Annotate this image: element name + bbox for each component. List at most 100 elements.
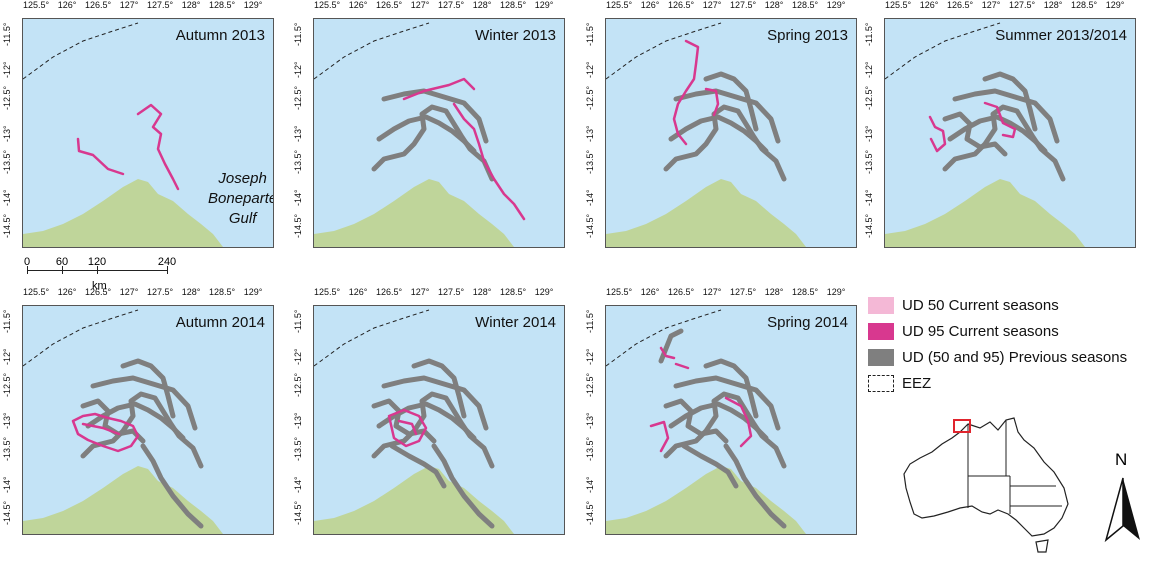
y-tick-label: -14.5° (585, 500, 595, 525)
x-tick-label: 125.5° (22, 287, 50, 297)
x-tick-label: 127° (981, 0, 1001, 10)
x-tick-label: 128° (1043, 0, 1063, 10)
y-tick-label: -12° (2, 61, 12, 78)
y-tick-label: -14° (293, 189, 303, 206)
gulf-label-line: Joseph (218, 170, 267, 187)
legend-label-ud95: UD 95 Current seasons (902, 322, 1059, 340)
x-tick-label: 126.5° (946, 0, 974, 10)
scale-unit: km (92, 280, 107, 292)
x-tick-label: 127.5° (729, 0, 757, 10)
legend-label-previous: UD (50 and 95) Previous seasons (902, 348, 1128, 366)
x-tick-label: 126.5° (375, 287, 403, 297)
x-tick-label: 126° (919, 0, 939, 10)
x-tick-label: 128.5° (499, 0, 527, 10)
legend-item-ud95: UD 95 Current seasons (868, 318, 1157, 344)
x-tick-label: 128° (181, 287, 201, 297)
map-panel-6: 125.5° 126° 126.5° 127° 127.5° 128° 128.5° 129°… (291, 287, 581, 552)
y-tick-label: -14.5° (585, 213, 595, 238)
y-tick-label: -11.5° (2, 22, 12, 46)
x-tick-label: 128.5° (208, 0, 236, 10)
x-tick-label: 127° (702, 0, 722, 10)
x-tick-label: 128.5° (499, 287, 527, 297)
x-tick-label: 127.5° (146, 0, 174, 10)
panel-title: Winter 2013 (475, 27, 556, 44)
y-tick-label: -12.5° (864, 85, 874, 110)
current-season-ud95 (76, 137, 125, 176)
x-tick-label: 127° (702, 287, 722, 297)
scale-label-120: 120 (87, 256, 107, 268)
map-area: Winter 2014 (313, 305, 565, 535)
current-season-ud95 (136, 103, 180, 191)
previous-season-ud (952, 88, 1060, 144)
y-tick-label: -12.5° (293, 372, 303, 397)
y-tick-label: -13° (864, 125, 874, 142)
y-tick-label: -12° (2, 348, 12, 365)
previous-season-ud (681, 443, 739, 489)
land-area (23, 466, 223, 534)
land-area (314, 466, 514, 534)
y-tick-label: -11.5° (585, 22, 595, 46)
y-tick-label: -14° (585, 189, 595, 206)
y-tick-label: -13.5° (585, 436, 595, 461)
x-tick-label: 125.5° (884, 0, 912, 10)
x-tick-label: 128° (764, 0, 784, 10)
land-area (606, 179, 806, 247)
y-tick-label: -13.5° (585, 149, 595, 174)
y-tick-label: -11.5° (864, 22, 874, 46)
legend: UD 50 Current seasons UD 95 Current seas… (868, 292, 1157, 396)
y-tick-label: -14.5° (864, 213, 874, 238)
previous-season-ud (381, 375, 489, 431)
x-tick-label: 126° (348, 0, 368, 10)
current-season-ud95 (81, 422, 121, 436)
y-tick-label: -12° (864, 61, 874, 78)
x-tick-label: 129° (243, 287, 263, 297)
y-tick-label: -11.5° (2, 309, 12, 333)
x-tick-label: 126.5° (375, 0, 403, 10)
x-tick-label: 126° (57, 0, 77, 10)
panel-title: Summer 2013/2014 (995, 27, 1127, 44)
gulf-label: Joseph Boneparte Gulf (208, 169, 273, 229)
x-tick-label: 127.5° (437, 0, 465, 10)
y-tick-label: -14° (293, 476, 303, 493)
map-area: Spring 2013 (605, 18, 857, 248)
y-tick-label: -14° (864, 189, 874, 206)
map-area: Winter 2013 (313, 18, 565, 248)
y-tick-label: -11.5° (585, 309, 595, 333)
x-tick-label: 128° (472, 0, 492, 10)
x-tick-label: 125.5° (605, 0, 633, 10)
previous-season-ud (668, 114, 769, 154)
legend-item-previous: UD (50 and 95) Previous seasons (868, 344, 1157, 370)
current-season-ud95 (672, 39, 700, 146)
x-tick-label: 126° (640, 0, 660, 10)
legend-label-eez: EEZ (902, 374, 932, 392)
legend-swatch-previous (868, 348, 894, 366)
scale-label-240: 240 (157, 256, 177, 268)
y-tick-label: -14.5° (2, 500, 12, 525)
x-tick-label: 128.5° (1070, 0, 1098, 10)
y-tick-label: -11.5° (293, 22, 303, 46)
previous-season-ud (90, 375, 198, 431)
current-season-ud95 (928, 115, 947, 153)
previous-season-ud (982, 71, 1038, 132)
previous-season-ud (120, 358, 176, 419)
land-area (314, 179, 514, 247)
x-tick-label: 128.5° (791, 0, 819, 10)
previous-season-ud (389, 443, 447, 489)
map-panel-5: 125.5° 126° 126.5° 127° 127.5° 128° 128.5° 129°… (0, 287, 290, 552)
eez-boundary (23, 22, 139, 80)
x-tick-label: 128° (181, 0, 201, 10)
map-area: Autumn 2013 Joseph Boneparte Gulf (22, 18, 274, 248)
panel-title: Autumn 2013 (175, 27, 265, 44)
map-panel-7: 125.5° 126° 126.5° 127° 127.5° 128° 128.5° 129°… (583, 287, 873, 552)
y-tick-label: -13.5° (864, 149, 874, 174)
current-season-ud95 (387, 408, 428, 448)
y-tick-label: -12° (585, 348, 595, 365)
current-season-ud95 (983, 101, 1017, 139)
previous-season-ud (703, 358, 759, 419)
current-season-ud95 (402, 77, 476, 101)
y-tick-label: -14.5° (2, 213, 12, 238)
y-tick-label: -13° (2, 412, 12, 429)
panel-title: Winter 2014 (475, 314, 556, 331)
y-tick-label: -14° (585, 476, 595, 493)
legend-label-ud50: UD 50 Current seasons (902, 296, 1059, 314)
